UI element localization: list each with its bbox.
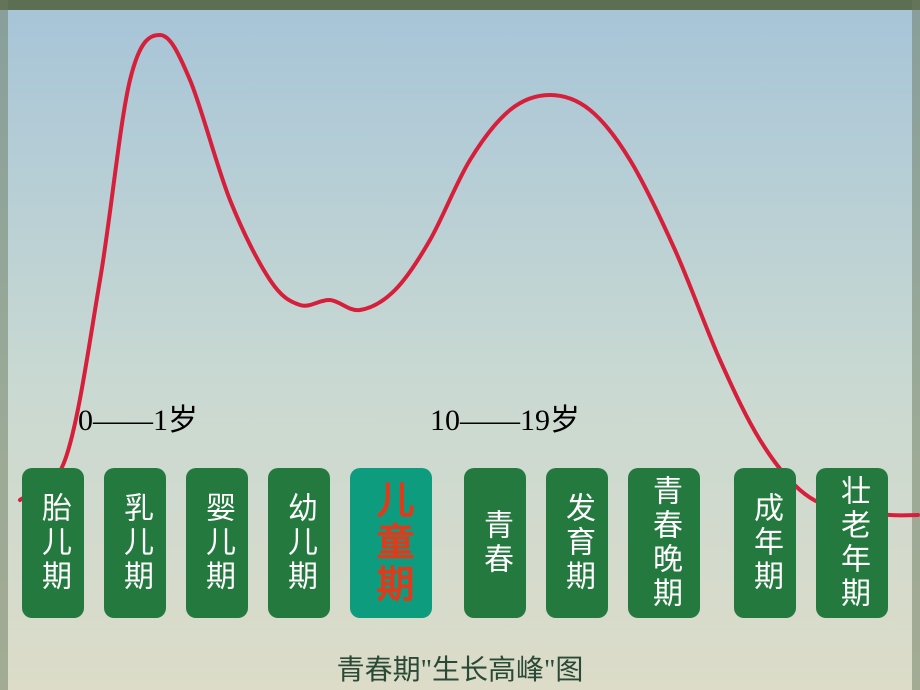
life-stage-label-text: 发育期 (562, 492, 592, 594)
life-stage-label: 婴儿期 (186, 468, 248, 618)
chart-container: 0——1岁 10——19岁 胎儿期 乳儿期 婴儿期 幼儿期 儿童期 青春 发育期 青春晚期 成年期… (0, 0, 920, 690)
life-stage-label-text: 儿童期 (372, 480, 410, 606)
life-stage-label: 成年期 (734, 468, 796, 618)
life-stage-labels: 胎儿期 乳儿期 婴儿期 幼儿期 儿童期 青春 发育期 青春晚期 成年期 壮老年期 (0, 468, 920, 618)
range-annotation: 0——1岁 (78, 395, 198, 439)
life-stage-label: 儿童期 (350, 468, 432, 618)
life-stage-label-text: 幼儿期 (284, 492, 314, 594)
life-stage-label-text: 乳儿期 (120, 492, 150, 594)
life-stage-label-text: 婴儿期 (202, 492, 232, 594)
life-stage-label-text: 青春 (480, 509, 510, 577)
life-stage-label: 青春晚期 (628, 468, 700, 618)
life-stage-label: 胎儿期 (22, 468, 84, 618)
life-stage-label: 青春 (464, 468, 526, 618)
chart-title: 青春期"生长高峰"图 (0, 648, 920, 688)
life-stage-label-text: 壮老年期 (837, 475, 867, 611)
life-stage-label: 幼儿期 (268, 468, 330, 618)
life-stage-label: 壮老年期 (816, 468, 888, 618)
life-stage-label-text: 青春晚期 (649, 475, 679, 611)
life-stage-label: 乳儿期 (104, 468, 166, 618)
life-stage-label-text: 成年期 (750, 492, 780, 594)
range-annotation: 10——19岁 (430, 395, 580, 439)
life-stage-label-text: 胎儿期 (38, 492, 68, 594)
life-stage-label: 发育期 (546, 468, 608, 618)
